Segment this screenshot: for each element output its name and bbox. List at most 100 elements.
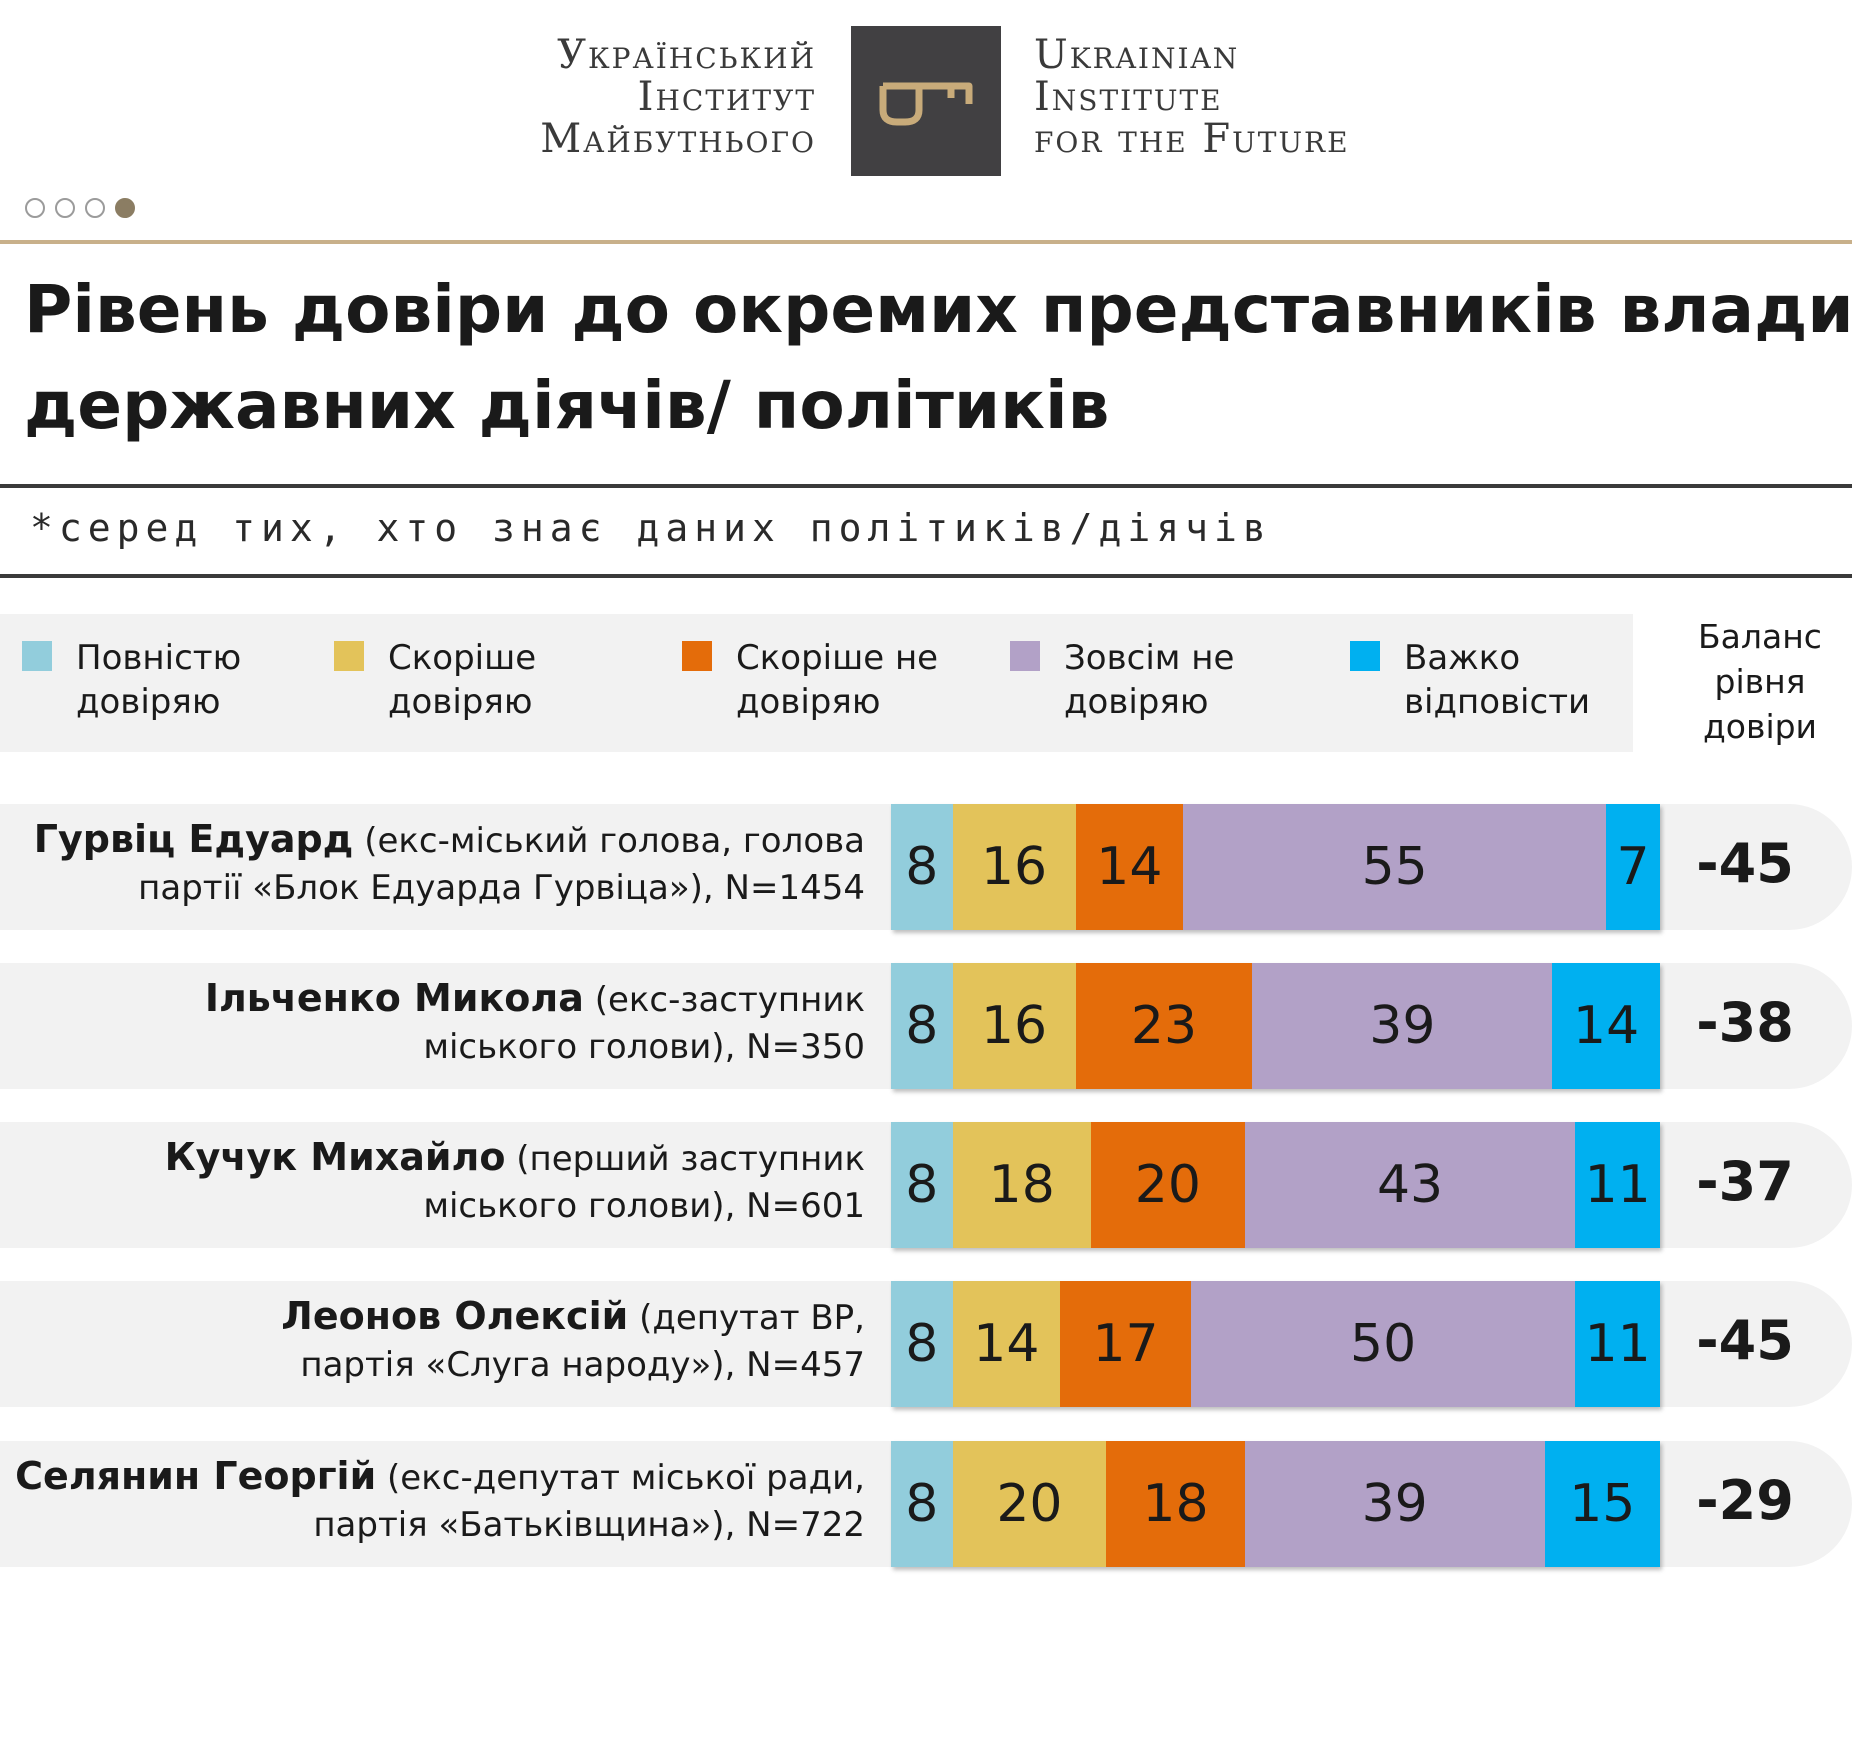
bar-segment: 7 (1606, 804, 1660, 930)
legend-label-line: довіряю (388, 682, 533, 722)
chart-title: Рівень довіри до окремих представників в… (24, 262, 1852, 454)
legend-swatch (1010, 641, 1040, 671)
row-label-line-1: Ільченко Микола (екс-заступник (205, 975, 865, 1024)
legend-item-rather-distrust: Скоріше не довіряю (682, 636, 938, 724)
politician-name: Леонов Олексій (281, 1294, 629, 1338)
logo-en-line-3: for the Future (1034, 116, 1350, 162)
bar-segment: 20 (1090, 1122, 1245, 1248)
row-label-line-2: партія «Слуга народу»), N=457 (300, 1345, 865, 1385)
legend-item-rather-trust: Скоріше довіряю (334, 636, 536, 724)
legend-label: Скоріше не довіряю (736, 636, 938, 724)
balance-value: -45 (1696, 832, 1794, 895)
politician-desc: (екс-міський голова, голова (364, 821, 865, 861)
bar-segment: 18 (952, 1122, 1091, 1248)
bar-segment: 39 (1244, 1441, 1545, 1567)
title-divider (0, 484, 1852, 488)
page-dot-4-active[interactable] (115, 198, 135, 218)
title-line-1: Рівень довіри до окремих представників в… (24, 271, 1852, 348)
balance-column-header: Баланс рівня довіри (1650, 614, 1852, 749)
politician-desc: (перший заступник (516, 1139, 865, 1179)
legend-label: Зовсім не довіряю (1064, 636, 1234, 724)
legend-label-line: довіряю (736, 682, 881, 722)
subtitle-divider (0, 574, 1852, 578)
row-label-line-2: міського голови), N=601 (423, 1186, 865, 1226)
bar-segment: 8 (891, 1122, 953, 1248)
page-dot-2[interactable] (55, 198, 75, 218)
balance-value: -37 (1696, 1150, 1794, 1213)
bar-segment: 15 (1544, 1441, 1660, 1567)
logo-en-line-1: Ukrainian (1034, 32, 1240, 78)
pagination-dots (25, 198, 135, 218)
bar-segment: 8 (891, 1281, 953, 1407)
row-label-line-1: Леонов Олексій (депутат ВР, (281, 1293, 865, 1342)
legend (0, 614, 1633, 752)
row-label-line-1: Кучук Михайло (перший заступник (165, 1134, 865, 1183)
bar-segment: 11 (1575, 1122, 1660, 1248)
chart-row: Гурвіц Едуард (екс-міський голова, голов… (0, 804, 1852, 930)
row-label-line-1: Гурвіц Едуард (екс-міський голова, голов… (34, 816, 865, 865)
bar-segment: 18 (1106, 1441, 1245, 1567)
stacked-bar: 8 14 17 50 11 (891, 1281, 1660, 1407)
row-label: Кучук Михайло (перший заступник міського… (165, 1134, 865, 1230)
stacked-bar: 8 16 23 39 14 (891, 963, 1660, 1089)
row-label-line-2: партії «Блок Едуарда Гурвіца»), N=1454 (138, 868, 865, 908)
bar-segment: 16 (952, 804, 1076, 930)
logo-mark (851, 26, 1001, 176)
row-label-line-1: Селянин Георгій (екс-депутат міської рад… (15, 1453, 865, 1502)
balance-value: -29 (1696, 1469, 1794, 1532)
chart-row: Селянин Георгій (екс-депутат міської рад… (0, 1441, 1852, 1567)
bar-segment: 43 (1244, 1122, 1576, 1248)
politician-name: Кучук Михайло (164, 1135, 506, 1179)
legend-label-line: довіряю (1064, 682, 1209, 722)
row-label: Селянин Георгій (екс-депутат міської рад… (15, 1453, 865, 1549)
legend-label-line: Повністю (76, 638, 242, 678)
title-line-2: державних діячів/ політиків (24, 367, 1110, 444)
row-label: Леонов Олексій (депутат ВР, партія «Слуг… (281, 1293, 865, 1389)
politician-desc: (депутат ВР, (639, 1298, 865, 1338)
page-dot-3[interactable] (85, 198, 105, 218)
legend-item-hard-to-say: Важко відповісти (1350, 636, 1590, 724)
logo-ua-line-3: Майбутнього (540, 116, 816, 162)
bar-segment: 8 (891, 804, 953, 930)
balance-header-line: Баланс (1698, 617, 1822, 656)
legend-label: Повністю довіряю (76, 636, 241, 724)
legend-label: Важко відповісти (1404, 636, 1590, 724)
politician-desc: (екс-заступник (594, 980, 865, 1020)
legend-swatch (682, 641, 712, 671)
row-label: Ільченко Микола (екс-заступник міського … (205, 975, 865, 1071)
stacked-bar: 8 18 20 43 11 (891, 1122, 1660, 1248)
politician-name: Ільченко Микола (204, 976, 584, 1020)
bar-segment: 17 (1060, 1281, 1191, 1407)
legend-swatch (334, 641, 364, 671)
legend-label-line: Важко (1404, 638, 1521, 678)
logo-text-english: Ukrainian Institute for the Future (1034, 34, 1350, 160)
legend-label-line: Скоріше (388, 638, 537, 678)
legend-item-full-trust: Повністю довіряю (22, 636, 241, 724)
bar-segment: 50 (1190, 1281, 1576, 1407)
chart-row: Леонов Олексій (депутат ВР, партія «Слуг… (0, 1281, 1852, 1407)
bar-segment: 14 (1552, 963, 1660, 1089)
bar-segment: 8 (891, 963, 953, 1089)
legend-label-line: Зовсім не (1064, 638, 1235, 678)
header-divider (0, 240, 1852, 244)
stacked-bar: 8 16 14 55 7 (891, 804, 1660, 930)
bar-segment: 16 (952, 963, 1076, 1089)
bar-segment: 14 (1075, 804, 1184, 930)
politician-name: Селянин Георгій (15, 1454, 377, 1498)
bar-segment: 11 (1575, 1281, 1660, 1407)
bar-segment: 20 (952, 1441, 1107, 1567)
legend-label-line: відповісти (1404, 682, 1591, 722)
logo-ua-line-1: Український (557, 32, 816, 78)
balance-value: -45 (1696, 1309, 1794, 1372)
key-icon (879, 82, 973, 126)
stacked-bar: 8 20 18 39 15 (891, 1441, 1660, 1567)
bar-segment: 55 (1183, 804, 1607, 930)
legend-swatch (1350, 641, 1380, 671)
bar-segment: 8 (891, 1441, 953, 1567)
chart-row: Кучук Михайло (перший заступник міського… (0, 1122, 1852, 1248)
politician-desc: (екс-депутат міської ради, (387, 1458, 865, 1498)
page-dot-1[interactable] (25, 198, 45, 218)
row-label-line-2: партія «Батьківщина»), N=722 (313, 1505, 865, 1545)
logo-en-line-2: Institute (1034, 74, 1223, 120)
legend-item-no-trust: Зовсім не довіряю (1010, 636, 1234, 724)
